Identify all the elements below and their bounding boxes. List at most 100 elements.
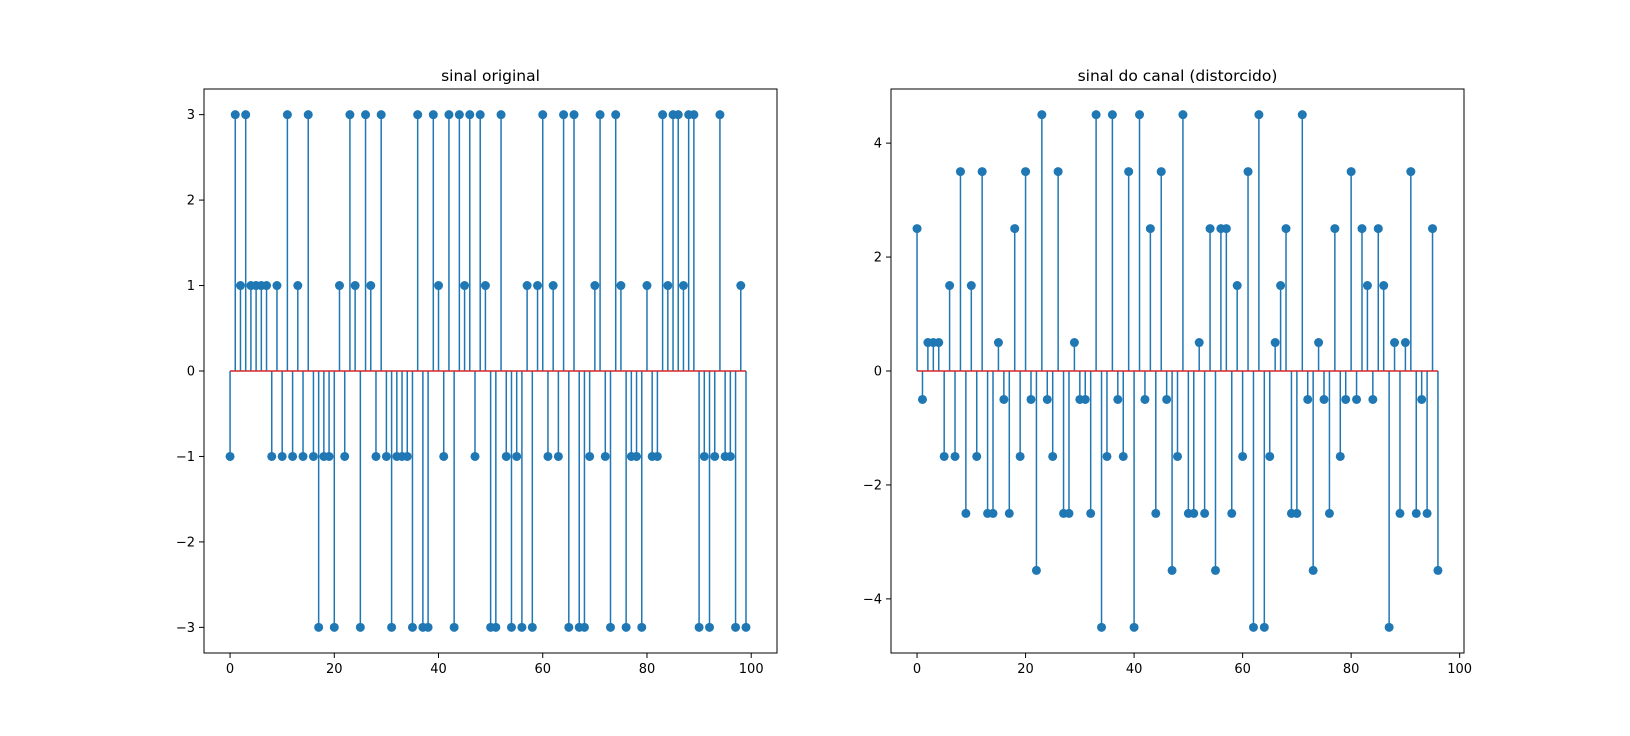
stem-marker: [1037, 110, 1047, 120]
x-tick-label: 80: [639, 662, 656, 677]
stem-marker: [267, 451, 277, 461]
stem-marker: [1330, 224, 1340, 234]
stem-marker: [491, 622, 501, 632]
stem-marker: [1341, 394, 1351, 404]
stem-marker: [1221, 224, 1231, 234]
stem-marker: [460, 281, 470, 291]
y-tick-label: 0: [874, 365, 882, 380]
stem-marker: [559, 110, 569, 120]
stem-marker: [303, 110, 313, 120]
stem-marker: [1189, 508, 1199, 518]
stem-marker: [1400, 338, 1410, 348]
stem-marker: [413, 110, 423, 120]
y-tick-label: 1: [187, 279, 195, 294]
chart-title-original: sinal original: [441, 67, 540, 85]
stem-marker: [1373, 224, 1383, 234]
stem-marker: [1384, 622, 1394, 632]
stem-marker: [553, 451, 563, 461]
stem-marker: [917, 394, 927, 404]
stem-marker: [522, 281, 532, 291]
stem-marker: [972, 451, 982, 461]
stem-marker: [1031, 565, 1041, 575]
x-tick-label: 40: [430, 662, 447, 677]
stem-marker: [387, 622, 397, 632]
stem-marker: [1107, 110, 1117, 120]
y-tick-label: 0: [187, 365, 195, 380]
stem-marker: [480, 281, 490, 291]
x-tick-label: 40: [1126, 662, 1143, 677]
stem-marker: [1406, 167, 1416, 177]
x-tick-label: 0: [226, 662, 234, 677]
stem-marker: [475, 110, 485, 120]
stem-marker: [1428, 224, 1438, 234]
stem-marker: [600, 451, 610, 461]
stem-marker: [434, 281, 444, 291]
stem-marker: [710, 451, 720, 461]
stem-marker: [1102, 451, 1112, 461]
stem-marker: [585, 451, 595, 461]
x-tick-label: 80: [1343, 662, 1360, 677]
stem-marker: [1194, 338, 1204, 348]
stem-marker: [1259, 622, 1269, 632]
stem-marker: [955, 167, 965, 177]
stem-marker: [1422, 508, 1432, 518]
stem-marker: [731, 622, 741, 632]
stem-marker: [1151, 508, 1161, 518]
stem-marker: [1232, 281, 1242, 291]
x-tick-label: 100: [1447, 662, 1472, 677]
x-tick-label: 60: [534, 662, 551, 677]
stem-marker: [1379, 281, 1389, 291]
stem-marker: [652, 451, 662, 461]
stem-marker: [1124, 167, 1134, 177]
stem-marker: [1297, 110, 1307, 120]
stem-marker: [741, 622, 751, 632]
stem-marker: [999, 394, 1009, 404]
stem-marker: [1254, 110, 1264, 120]
stem-marker: [454, 110, 464, 120]
stem-marker: [689, 110, 699, 120]
stem-marker: [282, 110, 292, 120]
stem-marker: [1292, 508, 1302, 518]
stem-marker: [611, 110, 621, 120]
stem-marker: [1411, 508, 1421, 518]
stem-marker: [501, 451, 511, 461]
chart-panel-channel: 0 20 40 60 80 100 −4 −2 0 2 4 sinal do canal (disto…: [863, 67, 1472, 677]
stem-marker: [376, 110, 386, 120]
stem-marker: [527, 622, 537, 632]
stem-marker: [736, 281, 746, 291]
chart-title-channel: sinal do canal (distorcido): [1078, 67, 1278, 85]
stem-marker: [345, 110, 355, 120]
stem-marker: [658, 110, 668, 120]
stem-marker: [1048, 451, 1058, 461]
stem-marker: [1324, 508, 1334, 518]
stem-marker: [715, 110, 725, 120]
stem-marker: [1145, 224, 1155, 234]
stem-marker: [350, 281, 360, 291]
stem-marker: [1178, 110, 1188, 120]
stem-marker: [1362, 281, 1372, 291]
y-tick-label: 3: [187, 108, 195, 123]
stem-marker: [1021, 167, 1031, 177]
stem-marker: [428, 110, 438, 120]
stem-marker: [1368, 394, 1378, 404]
stem-marker: [1162, 394, 1172, 404]
stem-marker: [1086, 508, 1096, 518]
stem-marker: [1270, 338, 1280, 348]
stem-marker: [950, 451, 960, 461]
stem-marker: [1281, 224, 1291, 234]
stem-marker: [1265, 451, 1275, 461]
stem-marker: [1156, 167, 1166, 177]
stem-marker: [1097, 622, 1107, 632]
stem-marker: [564, 622, 574, 632]
stem-marker: [449, 622, 459, 632]
stem-marker: [517, 622, 527, 632]
stem-marker: [512, 451, 522, 461]
stem-marker: [1135, 110, 1145, 120]
stem-marker: [230, 110, 240, 120]
stem-marker: [366, 281, 376, 291]
stem-marker: [725, 451, 735, 461]
stem-marker: [678, 281, 688, 291]
chart-panel-original: 0 20 40 60 80 100 −3 −2 −1 0 1 2 3 sinal original: [176, 67, 778, 677]
stem-marker: [1357, 224, 1367, 234]
stem-marker: [673, 110, 683, 120]
